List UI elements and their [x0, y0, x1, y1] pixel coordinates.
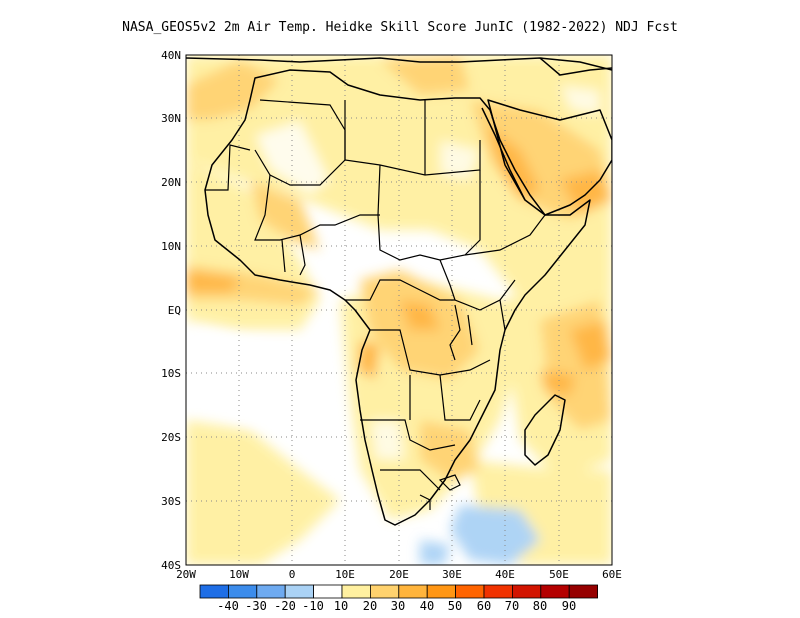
plot-frame	[185, 54, 613, 566]
colorbar-label: -20	[274, 599, 296, 613]
colorbar-swatch	[426, 584, 457, 599]
colorbar-label: 10	[334, 599, 348, 613]
colorbar	[199, 584, 599, 599]
colorbar-label: 50	[448, 599, 462, 613]
lon-label: 10E	[335, 568, 355, 581]
lat-label: 20S	[161, 431, 181, 444]
colorbar-swatch	[398, 584, 428, 599]
country-borders	[205, 99, 546, 510]
lon-label: 0	[289, 568, 296, 581]
lat-label: 40N	[161, 49, 181, 62]
colorbar-label: 20	[363, 599, 377, 613]
coastlines	[186, 57, 612, 526]
colorbar-swatch	[455, 584, 485, 599]
skill-shading	[186, 55, 612, 565]
lat-label: 40S	[161, 559, 181, 572]
colorbar-labels: -40 -30 -20 -10 10 20 30 40 50 60 70 80 …	[217, 599, 576, 613]
colorbar-label: -10	[302, 599, 324, 613]
colorbar-swatch	[227, 584, 258, 599]
latitude-axis: 40N 30N 20N 10N EQ 10S 20S 30S 40S	[161, 49, 181, 572]
colorbar-swatch	[483, 584, 513, 599]
lon-label: 40E	[495, 568, 515, 581]
graticule	[186, 55, 612, 565]
colorbar-swatch	[313, 584, 343, 599]
colorbar-label: -40	[217, 599, 239, 613]
colorbar-label: 80	[533, 599, 547, 613]
map-title: NASA_GEOS5v2 2m Air Temp. Heidke Skill S…	[122, 20, 678, 35]
colorbar-swatch	[568, 584, 599, 599]
lat-label: 20N	[161, 176, 181, 189]
lat-label: 30N	[161, 112, 181, 125]
colorbar-swatch	[512, 584, 542, 599]
colorbar-swatch	[256, 584, 286, 599]
lat-label: EQ	[168, 304, 181, 317]
colorbar-swatch	[341, 584, 371, 599]
colorbar-label: 60	[477, 599, 491, 613]
lat-label: 30S	[161, 495, 181, 508]
lon-label: 50E	[549, 568, 569, 581]
colorbar-swatch	[199, 584, 229, 599]
lat-label: 10N	[161, 240, 181, 253]
colorbar-label: 70	[505, 599, 519, 613]
lat-label: 10S	[161, 367, 181, 380]
colorbar-swatch	[284, 584, 315, 599]
colorbar-label: 40	[420, 599, 434, 613]
lon-label: 60E	[602, 568, 622, 581]
lon-label: 30E	[442, 568, 462, 581]
longitude-axis: 20W 10W 0 10E 20E 30E 40E 50E 60E	[176, 568, 622, 581]
colorbar-swatch	[540, 584, 570, 599]
lon-label: 10W	[229, 568, 249, 581]
lon-label: 20E	[389, 568, 409, 581]
lon-label: 20W	[176, 568, 196, 581]
colorbar-swatch	[369, 584, 400, 599]
colorbar-label: 90	[562, 599, 576, 613]
colorbar-label: 30	[391, 599, 405, 613]
colorbar-label: -30	[245, 599, 267, 613]
